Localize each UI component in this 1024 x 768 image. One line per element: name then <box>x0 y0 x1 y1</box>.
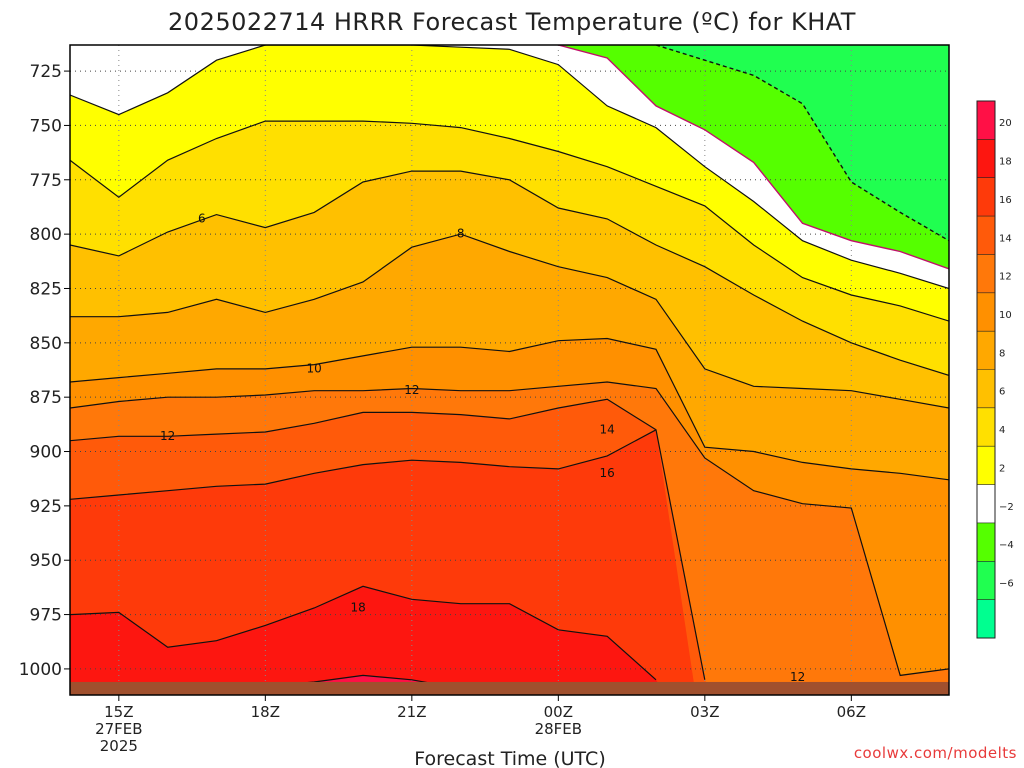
colorbar-swatch <box>977 369 995 409</box>
isoline-2 <box>558 45 949 270</box>
contour-label: 12 <box>160 429 175 443</box>
isotherm-12-0 <box>70 381 949 677</box>
isotherm-16-0 <box>70 429 657 500</box>
plot-area: 6 8 10 12 12 12 14 16 18 <box>69 44 950 696</box>
temp-band-18 <box>70 586 666 695</box>
x-tick-label: 06Z <box>837 703 866 721</box>
contour-label: 10 <box>307 361 322 375</box>
contour-label: 6 <box>198 211 206 225</box>
colorbar-swatch <box>977 522 995 562</box>
colorbar-label: 12 <box>999 272 1012 283</box>
x-tick-year: 2025 <box>100 737 138 755</box>
colorbar-swatch <box>977 599 995 639</box>
contour-label: 12 <box>404 383 419 397</box>
colorbar-label: 2 <box>999 463 1005 474</box>
credit-text: coolwx.com/modelts <box>854 744 1017 762</box>
contour-label: 12 <box>790 670 805 684</box>
colorbar-swatch <box>977 407 995 447</box>
x-tick-label: 18Z <box>251 703 280 721</box>
colorbar-swatch <box>977 561 995 601</box>
x-tick-date: 27FEB <box>95 720 142 738</box>
colorbar-label: 8 <box>999 348 1005 359</box>
colorbar-label: 4 <box>999 425 1005 436</box>
x-tick-date: 28FEB <box>535 720 582 738</box>
y-tick-label: 925 <box>30 497 62 517</box>
colorbar-label: −6 <box>999 578 1014 589</box>
isotherm-8-0 <box>70 233 949 409</box>
y-tick-label: 1000 <box>19 660 62 680</box>
isotherm-14-0 <box>70 398 706 680</box>
contour-label: 18 <box>350 601 365 615</box>
isotherm-2-0 <box>70 45 949 290</box>
cold-band-4 <box>656 45 949 241</box>
colorbar-label: 10 <box>999 310 1012 321</box>
colorbar-swatch <box>977 216 995 255</box>
plot-frame <box>69 44 950 696</box>
colorbar-swatch <box>977 446 995 486</box>
isotherm-10-0 <box>70 337 949 481</box>
y-tick-label: 975 <box>30 606 62 626</box>
colorbar-swatch <box>977 139 995 179</box>
plot-layers: 6 8 10 12 12 12 14 16 18 <box>70 45 949 695</box>
y-tick-label: 725 <box>30 62 62 82</box>
isotherm-6-0 <box>70 170 949 376</box>
isoline-4 <box>655 45 949 242</box>
chart-title: 2025022714 HRRR Forecast Temperature (ºC… <box>168 8 856 36</box>
colorbar-label: 16 <box>999 195 1012 206</box>
x-tick-label: 00Z <box>544 703 573 721</box>
x-tick-label: 21Z <box>397 703 426 721</box>
colorbar-label: 20 <box>999 118 1012 129</box>
y-tick-label: 850 <box>30 334 62 354</box>
colorbar: 20 18 16 14 12 10 8 6 4 2 −2 −4 −6 <box>976 100 1014 639</box>
colorbar-label: 14 <box>999 233 1012 244</box>
y-tick-label: 800 <box>30 225 62 245</box>
isotherm-18-0 <box>70 585 657 681</box>
y-tick-label: 750 <box>30 116 62 136</box>
x-tick-label: 15Z <box>104 703 133 721</box>
colorbar-swatch <box>977 292 995 332</box>
isotherm-4-0 <box>70 120 949 322</box>
contour-label: 16 <box>600 466 615 480</box>
x-axis-label: Forecast Time (UTC) <box>414 748 605 768</box>
colorbar-swatch <box>977 254 995 294</box>
ground-surface <box>70 681 949 695</box>
y-tick-label: 875 <box>30 388 62 408</box>
colorbar-label: 18 <box>999 157 1012 168</box>
colorbar-swatch <box>977 331 995 370</box>
contour-label: 8 <box>457 227 465 241</box>
contour-label: 14 <box>600 422 615 436</box>
x-tick-label: 03Z <box>690 703 719 721</box>
y-axis-ticks: 725 750 775 800 825 850 875 900 925 950 975 1000 <box>19 62 70 680</box>
y-tick-label: 825 <box>30 279 62 299</box>
y-tick-label: 775 <box>30 171 62 191</box>
y-tick-label: 900 <box>30 443 62 463</box>
y-tick-label: 950 <box>30 551 62 571</box>
colorbar-label: −4 <box>999 540 1014 551</box>
colorbar-swatch <box>977 101 995 140</box>
colorbar-label: −2 <box>999 502 1014 513</box>
colorbar-swatch <box>977 484 995 524</box>
colorbar-swatch <box>977 177 995 217</box>
colorbar-label: 6 <box>999 387 1005 398</box>
